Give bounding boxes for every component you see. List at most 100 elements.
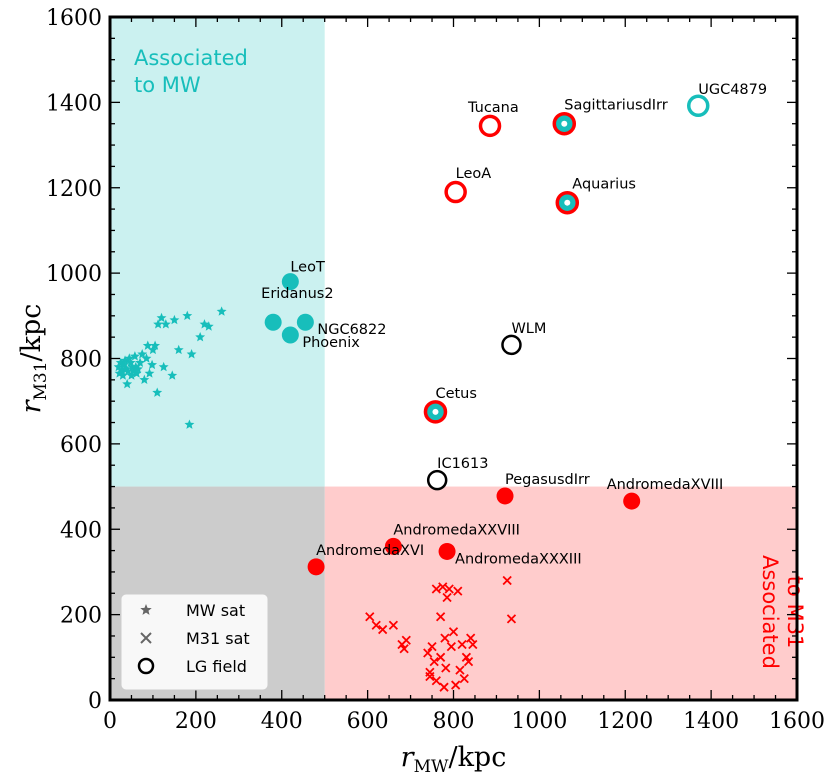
m31-satellite-point: [448, 627, 459, 637]
y-axis-label-var: r: [16, 398, 47, 413]
point-andromedaxxxiii: [438, 542, 456, 560]
legend-box: [120, 593, 269, 691]
mw-satellite-point: [132, 363, 143, 374]
x-axis-label-var: r: [401, 742, 416, 773]
m31-satellite-point: [378, 624, 388, 635]
mw-satellite-point: [186, 349, 197, 359]
point-label-andromedaxxxiii: AndromedaXXXIII: [455, 551, 582, 567]
point-label-ic1613: IC1613: [437, 456, 488, 472]
x-tick-label: 0: [103, 709, 117, 734]
m31-satellite-point: [455, 665, 465, 675]
mw-satellite-point: [147, 344, 158, 355]
m31-satellite-point: [451, 680, 461, 690]
mw-satellite-point: [182, 310, 193, 321]
mw-satellite-point: [126, 370, 137, 380]
mw-satellite-point: [122, 378, 133, 389]
point-leot: [281, 273, 299, 291]
mw-satellite-point: [169, 314, 180, 325]
m31-satellite-point: [427, 642, 437, 652]
m31-satellite-point: [365, 612, 375, 622]
m31-satellite-point: [457, 639, 467, 650]
x-tick-label: 800: [433, 709, 475, 734]
point-cetus-center: [432, 408, 439, 415]
m31-satellite-point: [466, 633, 476, 643]
mw-satellite-point: [216, 306, 227, 316]
y-tick-label: 200: [60, 604, 102, 629]
mw-satellite-point: [131, 368, 142, 378]
x-tick-label: 200: [175, 709, 217, 734]
m31-satellite-point: [429, 656, 439, 667]
m31-satellite-point: [431, 676, 441, 686]
legend-circle-icon: [137, 657, 155, 675]
point-ic1613: [426, 469, 448, 491]
point-ugc4879: [686, 94, 710, 118]
mw-satellite-point: [124, 353, 135, 363]
region-label-m31-group: Associated to M31: [758, 555, 807, 669]
mw-satellite-point: [173, 344, 184, 355]
y-axis-label: rM31/kpc: [16, 304, 51, 414]
point-label-sagittariusdirr: SagittariusdIrr: [564, 98, 667, 114]
mw-satellite-point: [121, 363, 132, 374]
point-label-ugc4879: UGC4879: [698, 82, 767, 98]
point-tucana: [478, 114, 502, 138]
m31-satellite-point: [423, 648, 433, 658]
y-tick-label: 600: [60, 433, 102, 458]
m31-satellite-point: [425, 671, 435, 682]
m31-satellite-point: [463, 656, 474, 667]
mw-satellite-point: [199, 319, 210, 329]
mw-satellite-point: [142, 340, 153, 350]
mw-satellite-point: [139, 374, 150, 385]
mw-satellite-point: [167, 370, 178, 380]
point-label-ngc6822: NGC6822: [317, 322, 386, 338]
point-label-andromedaxxviii: AndromedaXXVIII: [393, 522, 520, 538]
point-ngc6822: [296, 313, 314, 331]
point-phoenix: [281, 326, 299, 344]
point-andromedaxviii: [623, 492, 641, 510]
x-tick-label: 1400: [683, 709, 739, 734]
point-leoa: [444, 180, 467, 204]
point-eridanus2: [264, 313, 282, 331]
m31-satellite-point: [431, 584, 441, 594]
mw-satellite-point: [153, 319, 164, 329]
mw-satellite-point: [135, 357, 145, 367]
mw-satellite-point: [147, 359, 158, 370]
y-tick-label: 1600: [46, 6, 102, 31]
point-label-aquarius: Aquarius: [572, 177, 636, 193]
x-tick-label: 1000: [511, 709, 567, 734]
y-tick-label: 400: [60, 518, 102, 543]
point-label-pegasusdirr: PegasusdIrr: [505, 472, 590, 488]
mw-satellite-point: [128, 366, 139, 376]
mw-satellite-point: [137, 349, 148, 359]
point-pegasusdirr: [496, 487, 514, 505]
point-wlm: [501, 334, 522, 356]
m31-satellite-point: [468, 639, 478, 650]
mw-satellite-point: [195, 331, 206, 342]
m31-satellite-point: [440, 633, 450, 643]
point-label-tucana: Tucana: [467, 100, 519, 116]
x-axis-label-unit: /kpc: [448, 742, 506, 773]
m31-satellite-point: [399, 644, 409, 654]
region-m31: [324, 486, 797, 700]
y-tick-label: 0: [88, 689, 102, 714]
m31-satellite-point: [371, 620, 381, 630]
x-axis-label-sub: MW: [414, 757, 449, 777]
mw-satellite-point: [117, 370, 128, 380]
region-label-mw: to MW: [134, 73, 201, 97]
mw-satellite-point: [150, 340, 161, 350]
point-label-phoenix: Phoenix: [302, 335, 360, 351]
m31-satellite-point: [453, 586, 463, 596]
region-label-m31: Associated: [758, 555, 782, 669]
mw-satellite-point: [184, 419, 195, 429]
mw-satellite-point: [113, 361, 124, 372]
m31-satellite-point: [438, 582, 448, 592]
point-label-andromedaxvi: AndromedaXVI: [316, 543, 424, 559]
legend-entry-label: LG field: [186, 657, 247, 676]
mw-satellite-point: [144, 368, 155, 378]
y-axis-label-sub: M31: [31, 361, 51, 400]
y-tick-label: 1400: [46, 91, 102, 116]
region-mw: [110, 17, 325, 487]
mw-satellite-point: [130, 361, 141, 372]
point-andromedaxxviii: [384, 537, 402, 555]
mw-satellite-point: [115, 357, 126, 367]
